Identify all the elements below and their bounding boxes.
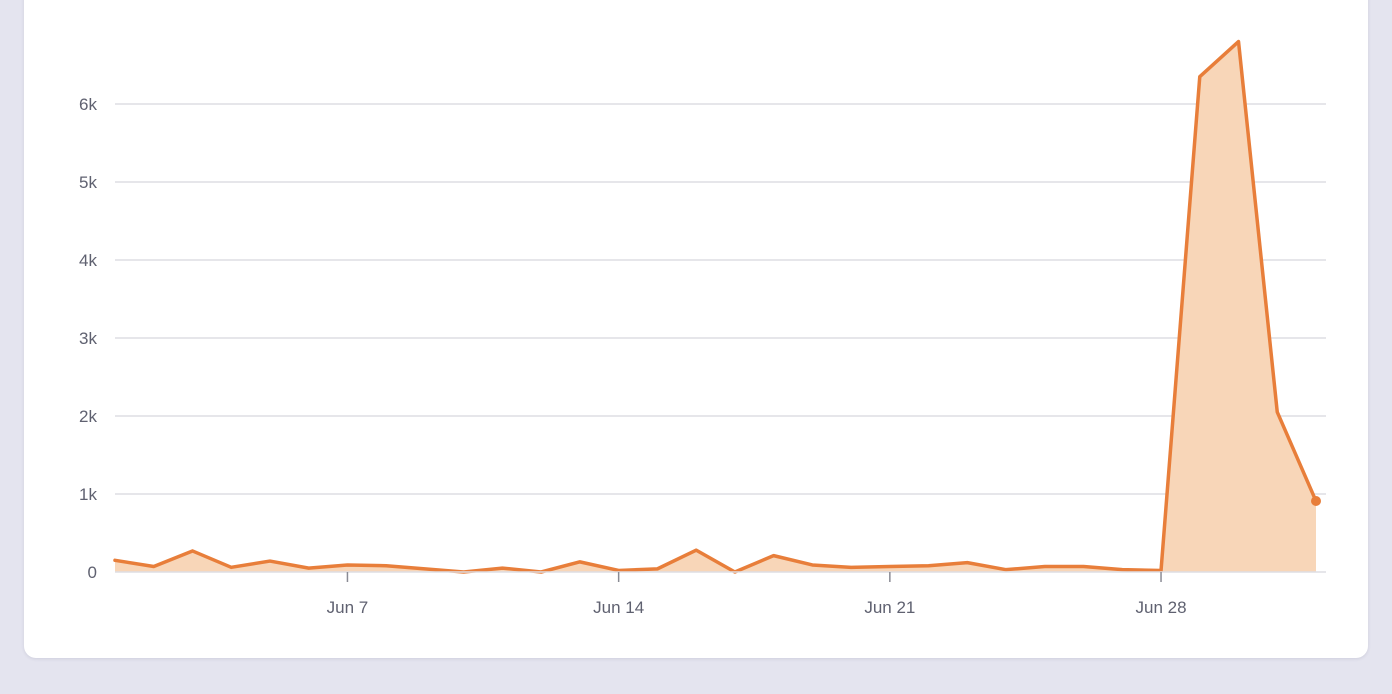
y-axis-labels: 0 1k 2k 3k 4k 5k 6k [79,95,97,582]
x-axis-ticks: Jun 7 Jun 14 Jun 21 Jun 28 [327,572,1187,617]
chart-card [24,0,1368,658]
x-tick-label: Jun 28 [1136,598,1187,617]
x-tick-label: Jun 7 [327,598,369,617]
y-tick-label: 6k [79,95,97,114]
y-tick-label: 3k [79,329,97,348]
series-line [113,39,1318,574]
y-tick-label: 4k [79,251,97,270]
series-area [115,41,1316,573]
y-tick-label: 5k [79,173,97,192]
y-tick-label: 2k [79,407,97,426]
x-tick-label: Jun 14 [593,598,644,617]
series-points [1311,496,1321,507]
x-tick-label: Jun 21 [864,598,915,617]
gridlines [115,103,1326,495]
y-tick-label: 1k [79,485,97,504]
y-tick-label: 0 [88,563,97,582]
data-point [1311,496,1321,507]
